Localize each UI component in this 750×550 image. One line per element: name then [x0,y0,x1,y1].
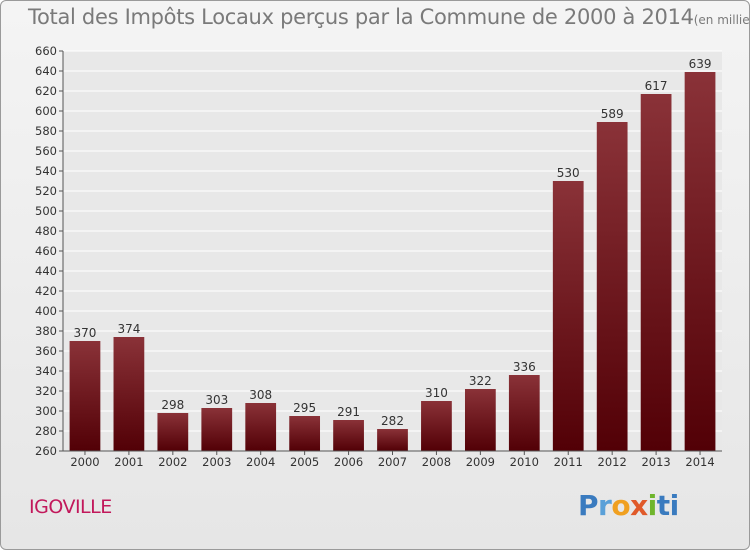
bar-2002 [157,413,189,451]
chart-subtitle: (en milliers d'€) [693,13,750,27]
x-tick-label: 2013 [641,455,670,469]
data-label-2000: 370 [74,326,97,340]
x-tick-label: 2001 [114,455,143,469]
bar-2007 [377,429,408,451]
y-tick-label: 260 [35,444,57,458]
data-label-2006: 291 [337,405,360,419]
y-tick-label: 580 [35,124,57,138]
bar-2006 [333,420,364,451]
x-tick-label: 2012 [598,455,627,469]
data-label-2008: 310 [425,386,448,400]
data-label-2003: 303 [205,393,228,407]
data-label-2004: 308 [249,388,272,402]
data-label-2012: 589 [601,107,624,121]
x-tick-label: 2011 [554,455,583,469]
y-tick-label: 400 [35,304,57,318]
data-label-2007: 282 [381,414,404,428]
y-tick-label: 660 [35,44,57,58]
y-tick-label: 420 [35,284,57,298]
y-tick-label: 500 [35,204,57,218]
proxiti-logo: Proxiti [578,489,679,522]
y-tick-label: 320 [35,384,57,398]
x-tick-label: 2003 [202,455,231,469]
y-tick-label: 340 [35,364,57,378]
x-tick-label: 2014 [685,455,714,469]
y-tick-label: 380 [35,324,57,338]
bar-2003 [201,408,233,451]
commune-name: IGOVILLE [29,496,112,518]
y-tick-label: 640 [35,64,57,78]
x-tick-label: 2005 [290,455,319,469]
bar-2009 [464,389,496,451]
data-label-2011: 530 [557,166,580,180]
bar-2008 [421,401,452,451]
x-tick-label: 2007 [378,455,407,469]
x-tick-label: 2008 [422,455,451,469]
data-label-2001: 374 [117,322,140,336]
y-tick-label: 460 [35,244,57,258]
data-label-2009: 322 [469,374,492,388]
y-tick-label: 520 [35,184,57,198]
y-tick-label: 620 [35,84,57,98]
data-label-2014: 639 [689,57,712,71]
data-label-2013: 617 [645,79,668,93]
x-tick-label: 2002 [158,455,187,469]
data-label-2002: 298 [161,398,184,412]
bar-2005 [289,416,321,451]
y-tick-label: 360 [35,344,57,358]
data-label-2010: 336 [513,360,536,374]
chart-title: Total des Impôts Locaux perçus par la Co… [28,5,750,29]
x-tick-label: 2000 [70,455,99,469]
y-tick-label: 480 [35,224,57,238]
y-tick-label: 300 [35,404,57,418]
y-tick-label: 540 [35,164,57,178]
y-tick-label: 440 [35,264,57,278]
title-text: Total des Impôts Locaux perçus par la Co… [28,5,694,29]
bar-2001 [113,337,145,451]
bar-2004 [245,403,277,451]
y-tick-label: 560 [35,144,57,158]
y-tick-label: 600 [35,104,57,118]
bar-2012 [596,122,628,451]
bar-2010 [508,375,540,451]
bar-2000 [69,341,101,451]
x-tick-label: 2006 [334,455,363,469]
x-tick-label: 2004 [246,455,275,469]
y-tick-label: 280 [35,424,57,438]
bar-2014 [684,72,716,451]
data-label-2005: 295 [293,401,316,415]
x-tick-label: 2010 [510,455,539,469]
x-tick-label: 2009 [466,455,495,469]
bar-2011 [552,181,584,451]
bar-2013 [640,94,672,451]
